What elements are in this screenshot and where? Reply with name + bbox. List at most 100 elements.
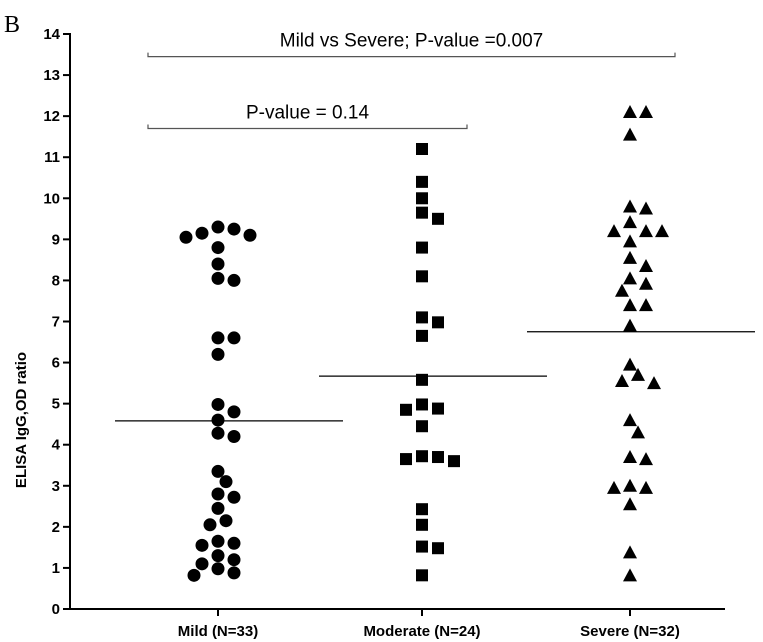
circle-point <box>211 347 225 361</box>
triangle-point <box>623 450 637 464</box>
square-point <box>416 143 428 155</box>
square-point <box>416 311 428 324</box>
circle-point <box>227 222 241 236</box>
square-point <box>416 241 428 254</box>
square-point <box>432 451 444 464</box>
y-tick-label: 7 <box>52 314 60 331</box>
mean-lines <box>115 331 755 422</box>
circle-point <box>227 430 241 443</box>
y-tick-label: 5 <box>52 396 60 413</box>
circle-point <box>195 226 209 240</box>
circle-point <box>211 426 225 440</box>
circle-point <box>219 475 233 489</box>
circle-point <box>211 271 225 285</box>
square-point <box>416 518 428 531</box>
y-tick-label: 8 <box>52 272 60 289</box>
circle-point <box>219 514 233 528</box>
square-point <box>432 402 444 415</box>
triangle-point <box>639 276 653 290</box>
circle-point <box>211 331 225 345</box>
circle-point <box>211 413 225 427</box>
y-tick-label: 11 <box>44 149 60 166</box>
circle-point <box>179 230 193 244</box>
x-category-label: Moderate (N=24) <box>363 623 480 640</box>
data-points <box>179 105 669 582</box>
square-point <box>416 420 428 433</box>
triangle-point <box>655 224 669 238</box>
triangle-point <box>623 199 637 213</box>
circle-point <box>227 273 241 287</box>
circle-point <box>211 257 225 271</box>
triangle-point <box>615 283 629 297</box>
triangle-point <box>623 105 637 119</box>
circle-point <box>211 220 225 234</box>
triangle-point <box>623 215 637 229</box>
y-axis-label: ELISA IgG,OD ratio <box>13 352 30 488</box>
y-tick-label: 10 <box>43 190 60 207</box>
circle-point <box>243 228 257 242</box>
significance-bracket <box>147 124 468 130</box>
square-point <box>416 569 428 582</box>
triangle-point <box>623 568 637 582</box>
circle-point <box>227 553 241 567</box>
y-tick-label: 4 <box>52 437 61 454</box>
square-point <box>416 398 428 411</box>
circle-point <box>211 241 225 255</box>
triangle-point <box>639 298 653 312</box>
square-point <box>432 542 444 555</box>
circle-point <box>227 536 241 550</box>
circle-point <box>211 397 225 411</box>
square-point <box>416 192 428 205</box>
square-point <box>416 206 428 219</box>
p-value-annotation: Mild vs Severe; P-value =0.007 <box>280 31 544 52</box>
circle-point <box>211 549 225 563</box>
y-tick-label: 0 <box>52 601 60 618</box>
y-tick-label: 2 <box>52 519 60 536</box>
square-point <box>416 373 428 386</box>
triangle-point <box>623 318 637 332</box>
p-value-annotation: P-value = 0.14 <box>246 102 369 123</box>
x-category-label: Mild (N=33) <box>178 623 258 640</box>
square-point <box>400 403 412 416</box>
circle-point <box>211 487 225 501</box>
panel-label: B <box>4 12 20 38</box>
triangle-point <box>615 374 629 388</box>
y-tick-label: 1 <box>52 560 60 577</box>
square-point <box>416 175 428 188</box>
triangle-point <box>639 480 653 494</box>
triangle-point <box>631 367 645 381</box>
triangle-point <box>639 224 653 238</box>
triangle-point <box>639 259 653 273</box>
significance-bracket <box>147 52 676 58</box>
square-point <box>432 212 444 225</box>
y-tick-label: 3 <box>52 478 60 495</box>
square-point <box>416 329 428 342</box>
circle-point <box>211 464 225 478</box>
square-point <box>400 453 412 466</box>
circle-point <box>227 490 241 504</box>
triangle-point <box>623 545 637 559</box>
triangle-point <box>607 224 621 238</box>
circle-point <box>195 557 209 571</box>
triangle-point <box>647 376 661 390</box>
triangle-point <box>623 497 637 511</box>
triangle-point <box>623 413 637 427</box>
y-tick-label: 9 <box>52 231 60 248</box>
triangle-point <box>623 478 637 492</box>
x-category-label: Severe (N=32) <box>580 623 680 640</box>
y-tick-label: 13 <box>43 67 60 84</box>
y-tick-label: 12 <box>43 108 60 125</box>
circle-point <box>227 405 241 419</box>
triangle-point <box>631 425 645 439</box>
triangle-point <box>623 357 637 371</box>
triangle-point <box>623 127 637 141</box>
square-point <box>416 450 428 463</box>
square-point <box>448 455 460 468</box>
circle-point <box>187 568 201 582</box>
triangle-point <box>623 298 637 312</box>
y-tick-label: 14 <box>43 26 60 43</box>
triangle-point <box>623 234 637 248</box>
triangle-point <box>639 452 653 466</box>
